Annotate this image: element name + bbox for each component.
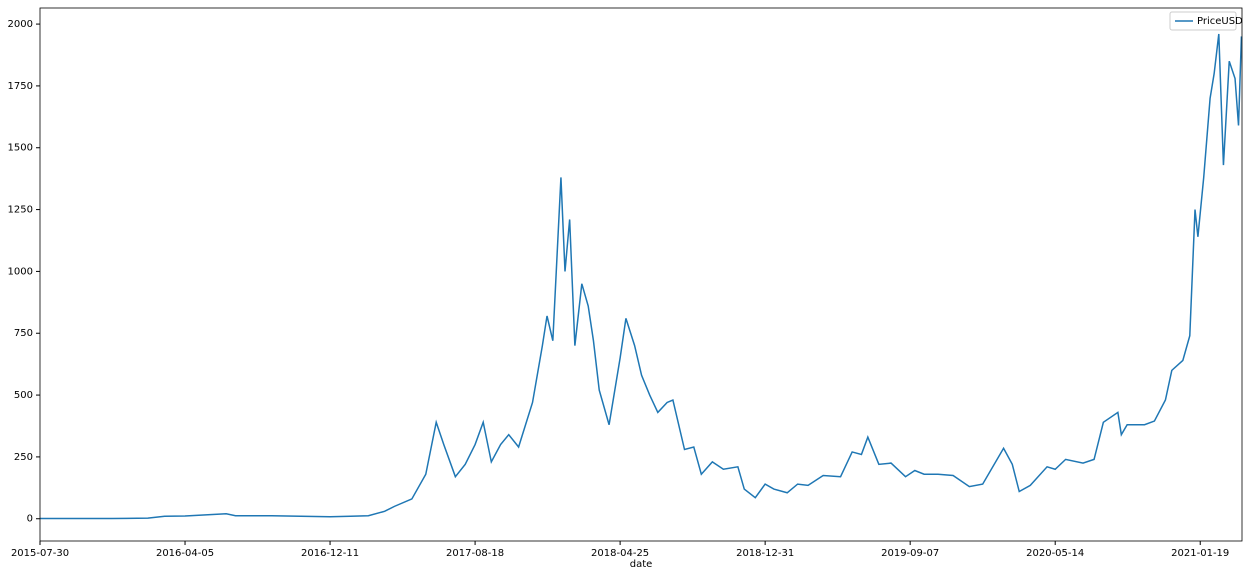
x-tick-label: 2019-09-07: [881, 548, 939, 559]
x-tick-label: 2021-01-19: [1171, 548, 1229, 559]
x-tick-label: 2018-12-31: [736, 548, 794, 559]
x-tick-label: 2020-05-14: [1026, 548, 1084, 559]
y-tick-label: 250: [14, 452, 33, 463]
legend-label: PriceUSD: [1197, 16, 1243, 27]
y-tick-label: 0: [27, 514, 33, 525]
x-tick-label: 2016-12-11: [301, 548, 359, 559]
y-tick-label: 1500: [8, 143, 33, 154]
y-tick-label: 750: [14, 328, 33, 339]
y-tick-label: 500: [14, 390, 33, 401]
y-tick-label: 1000: [8, 266, 33, 277]
x-axis-label: date: [630, 559, 653, 570]
x-tick-label: 2017-08-18: [446, 548, 504, 559]
x-tick-label: 2016-04-05: [156, 548, 214, 559]
axes-frame: [39, 7, 1243, 542]
y-tick-label: 1750: [8, 81, 33, 92]
x-tick-label: 2018-04-25: [591, 548, 649, 559]
y-tick-label: 2000: [8, 19, 33, 30]
legend-box: [1169, 11, 1237, 31]
line: [40, 33, 1243, 520]
x-tick-label: 2015-07-30: [11, 548, 69, 559]
y-tick-label: 1250: [8, 205, 33, 216]
